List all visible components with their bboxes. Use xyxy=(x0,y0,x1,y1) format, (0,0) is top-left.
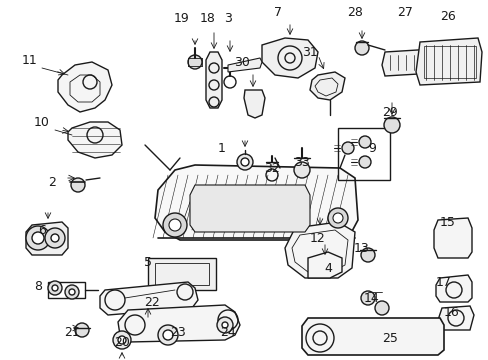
Bar xyxy=(155,263,208,285)
Circle shape xyxy=(163,213,186,237)
Text: 27: 27 xyxy=(396,5,412,18)
Polygon shape xyxy=(227,58,262,72)
Circle shape xyxy=(163,330,173,340)
Circle shape xyxy=(360,291,374,305)
Text: 24: 24 xyxy=(220,325,235,338)
Polygon shape xyxy=(205,52,222,108)
Circle shape xyxy=(360,248,374,262)
Polygon shape xyxy=(302,318,443,355)
Polygon shape xyxy=(307,252,341,278)
Polygon shape xyxy=(68,122,122,158)
Polygon shape xyxy=(100,282,198,315)
Text: 22: 22 xyxy=(144,296,160,309)
Text: 29: 29 xyxy=(381,105,397,118)
Circle shape xyxy=(358,156,370,168)
Circle shape xyxy=(187,55,202,69)
Text: 14: 14 xyxy=(364,292,379,305)
Text: 31: 31 xyxy=(302,45,317,58)
Circle shape xyxy=(65,285,79,299)
Text: 19: 19 xyxy=(174,12,189,24)
Polygon shape xyxy=(381,48,454,76)
Polygon shape xyxy=(435,275,471,302)
Text: 2: 2 xyxy=(48,175,56,189)
Text: 8: 8 xyxy=(34,279,42,292)
Text: 3: 3 xyxy=(224,12,231,24)
Text: 30: 30 xyxy=(234,55,249,68)
Polygon shape xyxy=(415,38,481,85)
Circle shape xyxy=(48,281,62,295)
Bar xyxy=(148,258,216,290)
Circle shape xyxy=(158,325,178,345)
Circle shape xyxy=(118,336,126,344)
Circle shape xyxy=(327,208,347,228)
Text: 5: 5 xyxy=(143,256,152,269)
Polygon shape xyxy=(437,306,473,330)
Text: 16: 16 xyxy=(443,306,459,319)
Text: 15: 15 xyxy=(439,216,455,229)
Circle shape xyxy=(52,285,58,291)
Circle shape xyxy=(293,162,309,178)
Text: 32: 32 xyxy=(264,162,279,175)
Text: 7: 7 xyxy=(273,5,282,18)
Text: 26: 26 xyxy=(439,9,455,22)
Circle shape xyxy=(113,331,131,349)
Text: 17: 17 xyxy=(435,275,451,288)
Circle shape xyxy=(69,289,75,295)
Text: 23: 23 xyxy=(170,325,185,338)
Circle shape xyxy=(169,219,181,231)
Text: 11: 11 xyxy=(22,54,38,67)
Bar xyxy=(423,46,475,78)
Text: 4: 4 xyxy=(324,261,331,274)
Polygon shape xyxy=(26,222,68,255)
Circle shape xyxy=(217,317,232,333)
Polygon shape xyxy=(309,72,345,100)
Circle shape xyxy=(75,323,89,337)
Polygon shape xyxy=(262,38,317,78)
Polygon shape xyxy=(58,62,112,112)
Text: 6: 6 xyxy=(38,224,46,237)
Text: 12: 12 xyxy=(309,231,325,244)
Polygon shape xyxy=(190,185,309,232)
Polygon shape xyxy=(118,305,240,342)
Circle shape xyxy=(237,154,252,170)
Circle shape xyxy=(241,158,248,166)
Circle shape xyxy=(51,234,59,242)
Polygon shape xyxy=(244,90,264,118)
Circle shape xyxy=(341,142,353,154)
Circle shape xyxy=(71,178,85,192)
Text: 18: 18 xyxy=(200,12,216,24)
Text: 1: 1 xyxy=(218,141,225,154)
Circle shape xyxy=(45,228,65,248)
Circle shape xyxy=(354,41,368,55)
Text: 9: 9 xyxy=(367,141,375,154)
Text: 10: 10 xyxy=(34,116,50,129)
Text: 13: 13 xyxy=(353,242,369,255)
Polygon shape xyxy=(155,165,357,240)
Text: 33: 33 xyxy=(293,156,309,168)
Polygon shape xyxy=(433,218,471,258)
Circle shape xyxy=(32,232,44,244)
Text: 28: 28 xyxy=(346,5,362,18)
Circle shape xyxy=(374,301,388,315)
Circle shape xyxy=(383,117,399,133)
Polygon shape xyxy=(285,222,354,278)
Circle shape xyxy=(26,226,50,250)
Bar xyxy=(337,128,389,180)
Circle shape xyxy=(222,322,227,328)
Circle shape xyxy=(358,136,370,148)
Text: 21: 21 xyxy=(64,325,80,338)
Text: 25: 25 xyxy=(381,332,397,345)
Text: 20: 20 xyxy=(114,336,130,348)
Circle shape xyxy=(332,213,342,223)
